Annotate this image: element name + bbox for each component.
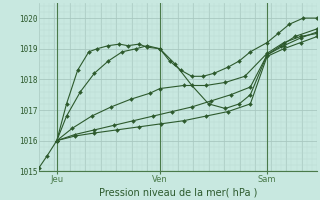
X-axis label: Pression niveau de la mer( hPa ): Pression niveau de la mer( hPa ): [99, 187, 257, 197]
